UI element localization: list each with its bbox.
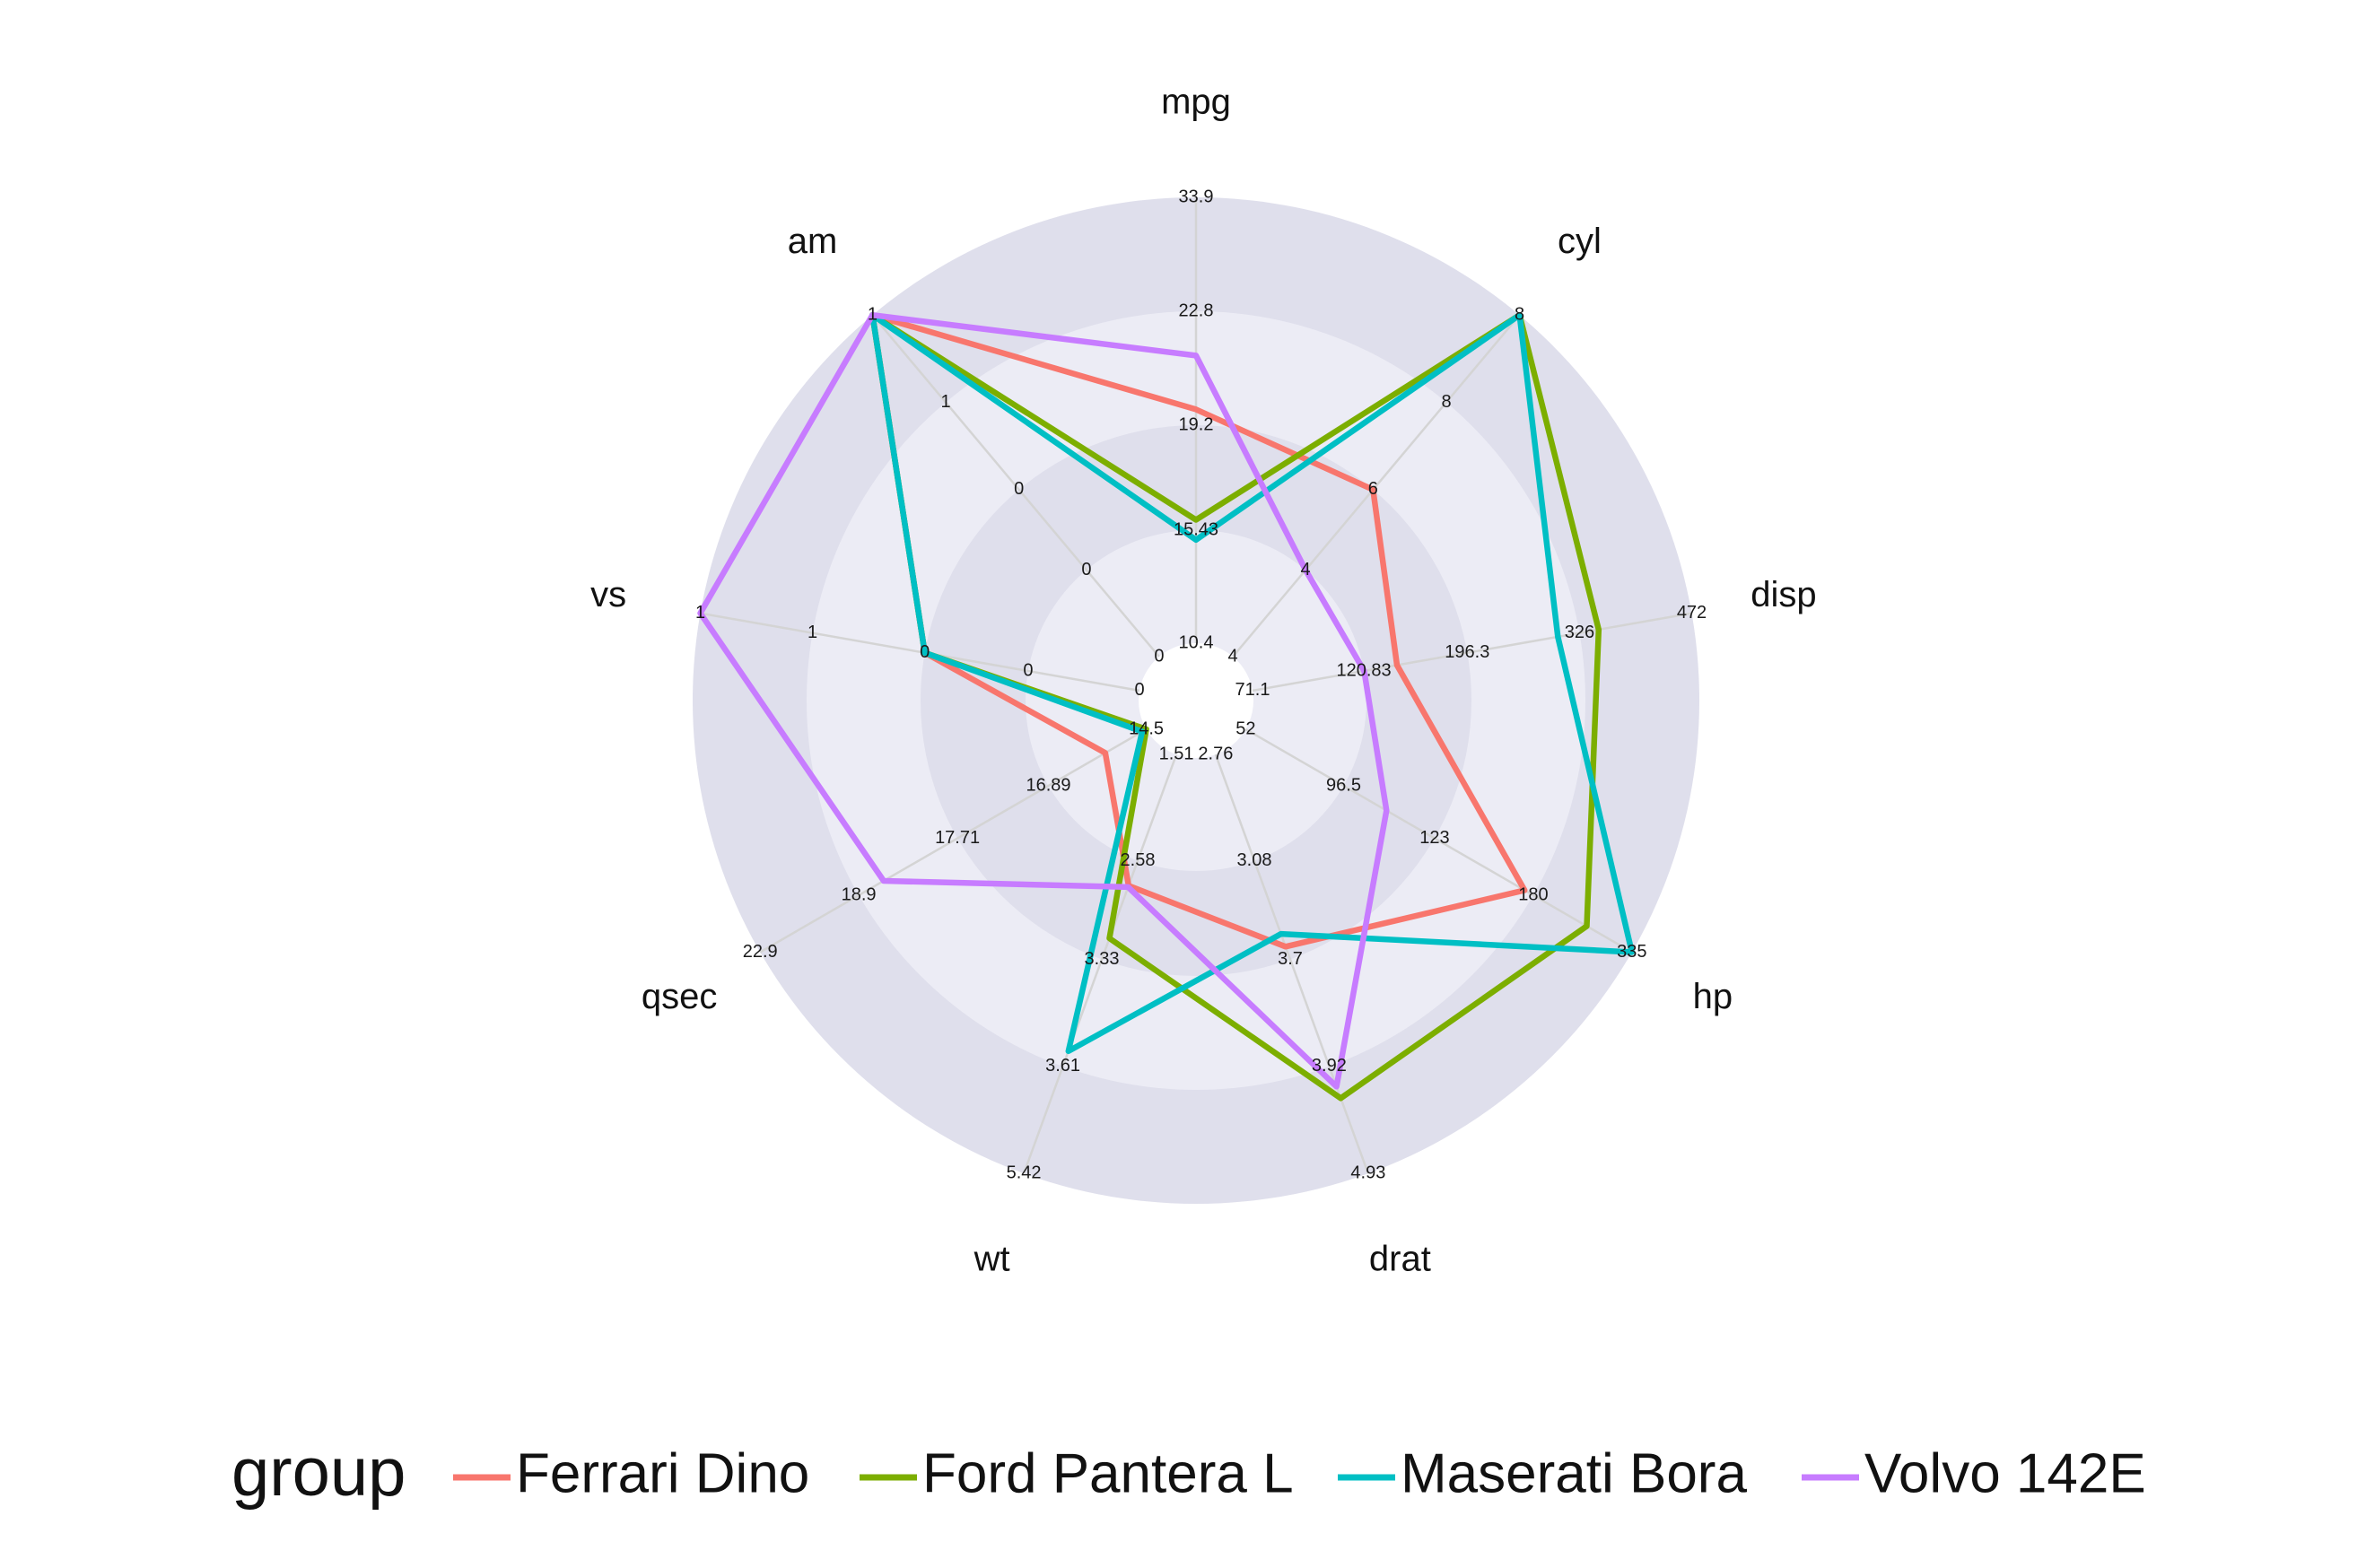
tick-label-wt-4: 5.42 <box>1007 1163 1042 1182</box>
axis-spoke-am <box>871 314 1160 658</box>
tick-label-cyl-0: 4 <box>1228 646 1238 666</box>
tick-label-vs-3: 1 <box>808 623 817 642</box>
axis-label-drat: drat <box>1369 1239 1431 1278</box>
tick-label-vs-0: 0 <box>1134 680 1144 700</box>
tick-label-mpg-0: 10.4 <box>1179 632 1214 652</box>
tick-label-wt-3: 3.61 <box>1045 1056 1080 1076</box>
tick-label-am-4: 1 <box>868 304 877 324</box>
legend-label-maserati-bora: Maserati Bora <box>1401 1442 1747 1504</box>
tick-label-mpg-1: 15.43 <box>1174 519 1218 539</box>
tick-label-disp-4: 472 <box>1677 603 1707 623</box>
axis-label-cyl: cyl <box>1558 222 1602 261</box>
grid-band <box>1139 643 1253 758</box>
tick-label-drat-4: 4.93 <box>1350 1163 1385 1182</box>
tick-label-mpg-4: 33.9 <box>1179 187 1214 206</box>
tick-label-hp-3: 180 <box>1518 884 1548 904</box>
axis-spoke-cyl <box>1232 314 1521 658</box>
tick-label-disp-3: 326 <box>1565 623 1594 642</box>
grid-bands <box>693 197 1699 1204</box>
tick-label-cyl-2: 6 <box>1368 479 1378 499</box>
axis-spoke-hp <box>1244 727 1633 954</box>
axis-label-wt: wt <box>973 1239 1010 1278</box>
tick-label-disp-0: 71.1 <box>1235 680 1270 700</box>
axis-spoke-drat <box>1214 754 1370 1174</box>
tick-label-disp-2: 196.3 <box>1445 642 1489 662</box>
axis-label-vs: vs <box>590 575 626 614</box>
axis-label-mpg: mpg <box>1161 83 1231 122</box>
tick-label-am-2: 0 <box>1014 479 1024 499</box>
legend-label-ford-pantera-l: Ford Pantera L <box>922 1442 1294 1504</box>
tick-label-cyl-1: 4 <box>1301 560 1311 579</box>
tick-label-vs-2: 0 <box>920 642 930 662</box>
tick-label-hp-1: 96.5 <box>1326 775 1361 795</box>
series-lines <box>697 311 1636 1102</box>
tick-label-am-3: 1 <box>940 392 950 412</box>
tick-label-drat-2: 3.7 <box>1278 949 1303 969</box>
tick-label-wt-1: 2.58 <box>1121 850 1156 870</box>
axis-label-disp: disp <box>1750 575 1816 614</box>
legend: group Ferrari Dino Ford Pantera L Maserati … <box>231 1434 2146 1511</box>
tick-label-wt-2: 3.33 <box>1085 949 1120 969</box>
legend-label-volvo-142e: Volvo 142E <box>1864 1442 2146 1504</box>
tick-label-qsec-4: 22.9 <box>743 942 778 962</box>
tick-label-vs-4: 1 <box>695 603 705 623</box>
tick-label-am-0: 0 <box>1154 646 1164 666</box>
axis-label-qsec: qsec <box>642 977 718 1016</box>
tick-label-hp-0: 52 <box>1235 719 1255 738</box>
tick-label-qsec-2: 17.71 <box>935 828 980 848</box>
tick-label-drat-3: 3.92 <box>1312 1056 1347 1076</box>
series-line-volvo-142e <box>697 311 1390 1090</box>
tick-label-wt-0: 1.51 <box>1159 744 1194 763</box>
tick-label-disp-1: 120.83 <box>1337 660 1392 680</box>
axis-spoke-qsec <box>759 727 1148 954</box>
tick-label-am-1: 0 <box>1081 560 1091 579</box>
tick-label-cyl-3: 8 <box>1441 392 1451 412</box>
tick-label-drat-1: 3.08 <box>1237 850 1272 870</box>
tick-label-hp-2: 123 <box>1419 828 1449 848</box>
tick-label-mpg-2: 19.2 <box>1179 414 1214 434</box>
tick-label-cyl-4: 8 <box>1515 304 1524 324</box>
axis-label-hp: hp <box>1693 977 1733 1016</box>
tick-label-vs-1: 0 <box>1023 660 1033 680</box>
series-line-maserati-bora <box>869 311 1636 1055</box>
axis-spoke-wt <box>1022 754 1178 1174</box>
axis-spoke-vs <box>700 612 1140 693</box>
tick-label-hp-4: 335 <box>1617 942 1646 962</box>
tick-label-qsec-1: 16.89 <box>1026 775 1070 795</box>
axis-spoke-disp <box>1252 612 1692 693</box>
legend-title: group <box>231 1434 406 1511</box>
tick-label-mpg-3: 22.8 <box>1179 301 1214 320</box>
legend-label-ferrari-dino: Ferrari Dino <box>516 1442 809 1504</box>
axis-labels: mpg cyl disp hp drat wt qsec vs am <box>590 83 1816 1279</box>
axis-spokes <box>700 197 1692 1174</box>
tick-label-qsec-3: 18.9 <box>842 884 877 904</box>
tick-label-qsec-0: 14.5 <box>1129 719 1164 738</box>
tick-labels: 10.415.4319.222.833.94468871.1120.83196.… <box>695 187 1707 1182</box>
axis-label-am: am <box>788 222 838 261</box>
tick-label-drat-0: 2.76 <box>1198 744 1233 763</box>
